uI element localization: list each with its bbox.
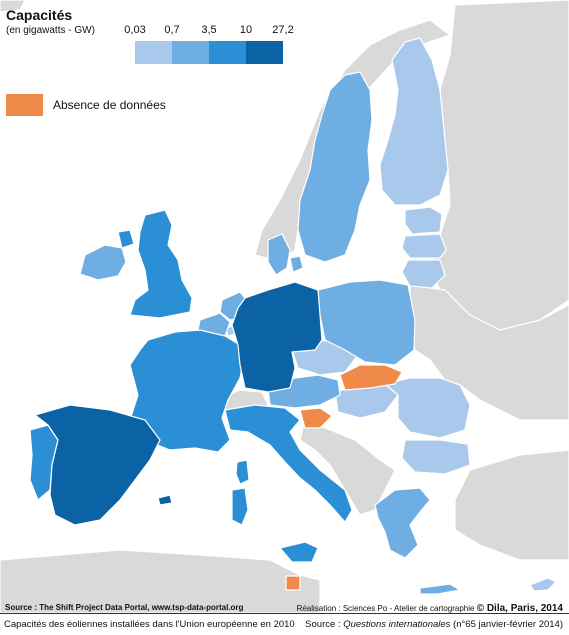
legend-swatch-1 — [135, 41, 172, 64]
denmark-islands-shape — [289, 255, 304, 273]
belarus-ukraine-land — [409, 284, 569, 421]
north-africa-land — [0, 549, 321, 613]
legend-tick-3: 3,5 — [201, 24, 217, 36]
estonia-shape — [404, 206, 443, 235]
nodata-swatch — [6, 94, 43, 116]
corsica-shape — [235, 459, 250, 485]
legend-title: Capacités — [6, 7, 73, 23]
caption-source-suffix: (n°65 janvier-février 2014) — [450, 619, 563, 630]
europe-map — [0, 0, 569, 613]
latvia-shape — [401, 233, 447, 259]
caption-source: Source : Questions internationales (n°65… — [305, 619, 563, 630]
legend-swatch-2 — [172, 41, 209, 64]
slovakia-shape — [339, 364, 403, 391]
denmark-shape — [267, 233, 291, 276]
france-shape — [129, 329, 246, 453]
malta-shape — [285, 575, 301, 591]
caption-source-prefix: Source : — [305, 619, 344, 630]
lithuania-shape — [401, 259, 446, 289]
legend-tick-4: 10 — [239, 24, 253, 36]
credit: Réalisation : Sciences Po - Atelier de c… — [297, 603, 563, 613]
poland-shape — [317, 279, 416, 366]
uk-shape — [129, 209, 193, 319]
caption-bar: Capacités des éoliennes installées dans … — [0, 613, 569, 635]
map-frame: Capacités (en gigawatts - GW) 0,03 0,7 3… — [0, 0, 569, 613]
sweden-shape — [297, 71, 373, 263]
finland-shape — [379, 37, 449, 206]
russia-land — [429, 0, 569, 331]
crete-shape — [419, 583, 461, 595]
germany-shape — [231, 281, 323, 393]
caption-source-title: Questions internationales — [343, 619, 451, 630]
legend-subtitle: (en gigawatts - GW) — [6, 25, 95, 36]
spain-shape — [34, 404, 161, 526]
bulgaria-shape — [401, 439, 471, 475]
credit-strong: © Dila, Paris, 2014 — [476, 603, 563, 613]
slovenia-shape — [299, 407, 333, 429]
source-left: Source : The Shift Project Data Portal, … — [5, 603, 244, 612]
legend-swatch-4 — [246, 41, 283, 64]
credit-prefix: Réalisation : Sciences Po - Atelier de c… — [296, 604, 475, 613]
italy-shape — [224, 404, 353, 523]
legend-swatch-3 — [209, 41, 246, 64]
legend-tick-5: 27,2 — [272, 24, 294, 36]
nodata-label: Absence de données — [53, 98, 166, 112]
ireland-shape — [79, 244, 127, 281]
legend-tick-1: 0,03 — [124, 24, 146, 36]
greece-shape — [374, 487, 431, 559]
turkey-land — [454, 449, 569, 561]
sardinia-shape — [231, 487, 249, 526]
caption-title: Capacités des éoliennes installées dans … — [4, 619, 295, 630]
balearic-shape — [157, 494, 173, 506]
balkans-land — [299, 419, 396, 516]
iceland-land — [0, 0, 26, 13]
romania-shape — [384, 377, 471, 439]
legend-tick-2: 0,7 — [164, 24, 180, 36]
cyprus-shape — [529, 577, 557, 592]
sicily-shape — [279, 541, 319, 563]
uk-ni-shape — [117, 229, 135, 249]
